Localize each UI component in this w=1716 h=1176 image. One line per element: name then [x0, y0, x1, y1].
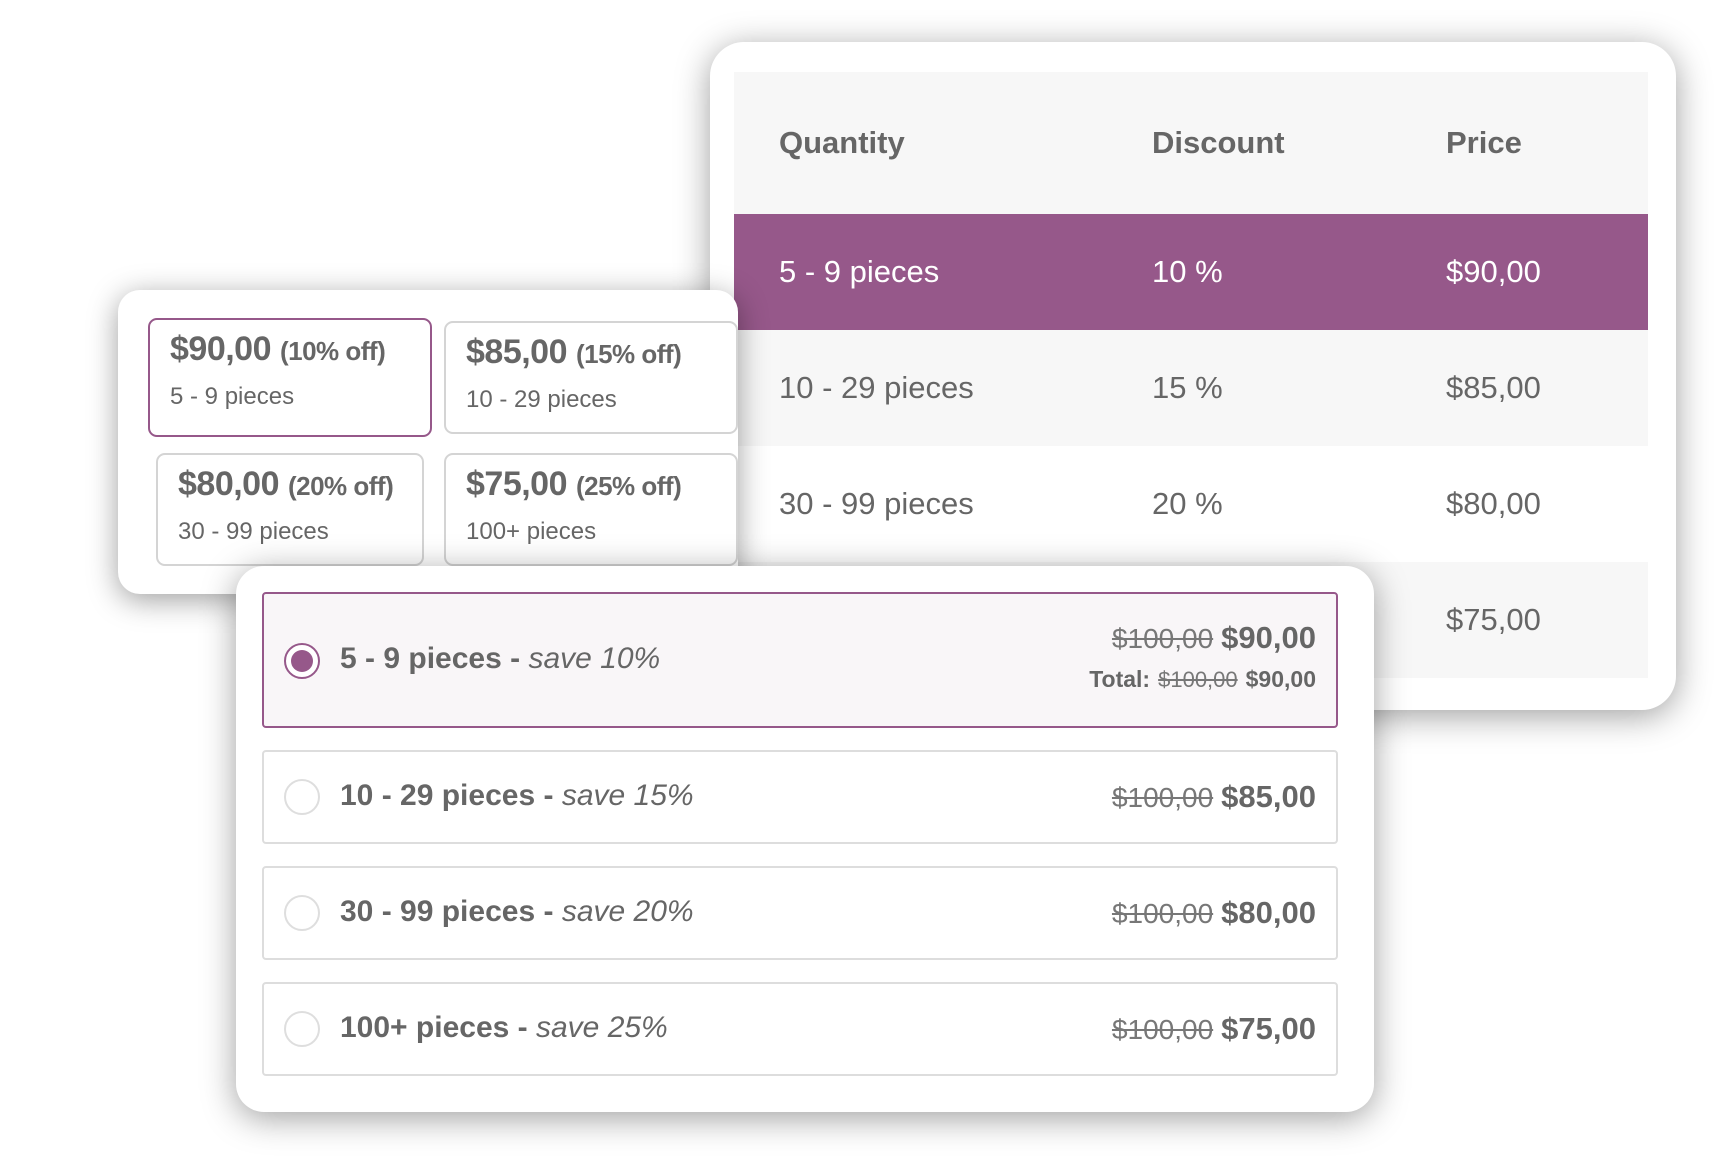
total-label: Total: [1089, 666, 1151, 692]
price-box-amount: $75,00 [466, 465, 568, 503]
radio-option[interactable]: 5 - 9 pieces - save 10% $100,00 $90,00 To… [262, 592, 1338, 728]
row-price: $90,00 [1401, 214, 1648, 330]
row-quantity: 5 - 9 pieces [734, 214, 1107, 330]
option-save: save 10% [528, 642, 661, 675]
radio-option-price: $100,00 $90,00 Total: $100,00 $90,00 [1089, 620, 1316, 693]
radio-option-label: 5 - 9 pieces - save 10% [340, 642, 660, 676]
radio-button-checked[interactable] [284, 643, 320, 679]
price-box-off: (20% off) [287, 471, 394, 501]
option-save: save 25% [535, 1011, 668, 1044]
total-old-price: $100,00 [1158, 667, 1238, 692]
price-box-amount: $85,00 [466, 333, 568, 371]
tier-table: Quantity Discount Price 5 - 9 pieces 10 … [734, 72, 1648, 678]
option-separator: - [501, 642, 529, 675]
radio-button[interactable] [284, 1011, 320, 1047]
option-separator: - [535, 779, 562, 812]
old-price: $100,00 [1111, 782, 1214, 813]
option-separator: - [509, 1011, 536, 1044]
price-box-amount: $80,00 [178, 465, 280, 503]
radio-option-price: $100,00 $75,00 [1112, 1011, 1316, 1047]
header-price: Price [1401, 72, 1648, 214]
new-price: $90,00 [1221, 620, 1316, 655]
row-price: $75,00 [1401, 562, 1648, 678]
price-box-amount: $90,00 [170, 330, 272, 368]
table-row[interactable]: 5 - 9 pieces 10 % $90,00 [734, 214, 1648, 330]
radio-option[interactable]: 30 - 99 pieces - save 20% $100,00 $80,00 [262, 866, 1338, 960]
price-box-price: $90,00 (10% off) [170, 330, 408, 369]
option-save: save 15% [561, 779, 694, 812]
option-separator: - [535, 895, 562, 928]
price-boxes-card: $90,00 (10% off) 5 - 9 pieces $85,00 (15… [118, 290, 738, 594]
option-save: save 20% [561, 895, 694, 928]
radio-option-price: $100,00 $80,00 [1112, 895, 1316, 931]
price-box[interactable]: $80,00 (20% off) 30 - 99 pieces [156, 453, 424, 566]
row-price: $80,00 [1401, 446, 1648, 562]
price-box-quantity: 100+ pieces [466, 518, 597, 545]
header-discount: Discount [1107, 72, 1401, 214]
radio-option-label: 30 - 99 pieces - save 20% [340, 895, 694, 929]
old-price: $100,00 [1111, 1014, 1214, 1045]
old-price: $100,00 [1111, 623, 1214, 654]
row-discount: 10 % [1107, 214, 1401, 330]
price-box-off: (10% off) [279, 336, 386, 366]
table-row[interactable]: 10 - 29 pieces 15 % $85,00 [734, 330, 1648, 446]
price-box[interactable]: $90,00 (10% off) 5 - 9 pieces [148, 318, 432, 437]
radio-button[interactable] [284, 779, 320, 815]
table-row[interactable]: 30 - 99 pieces 20 % $80,00 [734, 446, 1648, 562]
price-box[interactable]: $85,00 (15% off) 10 - 29 pieces [444, 321, 738, 434]
radio-button[interactable] [284, 895, 320, 931]
option-quantity: 10 - 29 pieces [340, 779, 536, 812]
row-discount: 20 % [1107, 446, 1401, 562]
new-price: $80,00 [1221, 895, 1316, 930]
radio-dot [291, 650, 313, 672]
header-quantity: Quantity [734, 72, 1107, 214]
price-box-price: $85,00 (15% off) [466, 333, 714, 372]
price-box-quantity: 30 - 99 pieces [178, 518, 329, 545]
row-price: $85,00 [1401, 330, 1648, 446]
radio-option[interactable]: 100+ pieces - save 25% $100,00 $75,00 [262, 982, 1338, 1076]
price-box-off: (15% off) [575, 339, 682, 369]
radio-option[interactable]: 10 - 29 pieces - save 15% $100,00 $85,00 [262, 750, 1338, 844]
option-quantity: 5 - 9 pieces [340, 642, 502, 675]
price-box-price: $80,00 (20% off) [178, 465, 400, 504]
new-price: $75,00 [1221, 1011, 1316, 1046]
row-discount: 15 % [1107, 330, 1401, 446]
table-header-row: Quantity Discount Price [734, 72, 1648, 214]
radio-option-label: 10 - 29 pieces - save 15% [340, 779, 694, 813]
price-box-price: $75,00 (25% off) [466, 465, 714, 504]
total-line: Total: $100,00 $90,00 [1089, 666, 1316, 693]
old-price: $100,00 [1111, 898, 1214, 929]
price-box-quantity: 10 - 29 pieces [466, 386, 617, 413]
total-new-price: $90,00 [1245, 666, 1316, 692]
radio-options-card: 5 - 9 pieces - save 10% $100,00 $90,00 To… [236, 566, 1374, 1112]
option-quantity: 100+ pieces [340, 1011, 510, 1044]
radio-option-label: 100+ pieces - save 25% [340, 1011, 668, 1045]
price-box-off: (25% off) [575, 471, 682, 501]
price-box-quantity: 5 - 9 pieces [170, 383, 295, 410]
option-quantity: 30 - 99 pieces [340, 895, 536, 928]
new-price: $85,00 [1221, 779, 1316, 814]
row-quantity: 10 - 29 pieces [734, 330, 1107, 446]
row-quantity: 30 - 99 pieces [734, 446, 1107, 562]
radio-option-price: $100,00 $85,00 [1112, 779, 1316, 815]
price-box[interactable]: $75,00 (25% off) 100+ pieces [444, 453, 738, 566]
